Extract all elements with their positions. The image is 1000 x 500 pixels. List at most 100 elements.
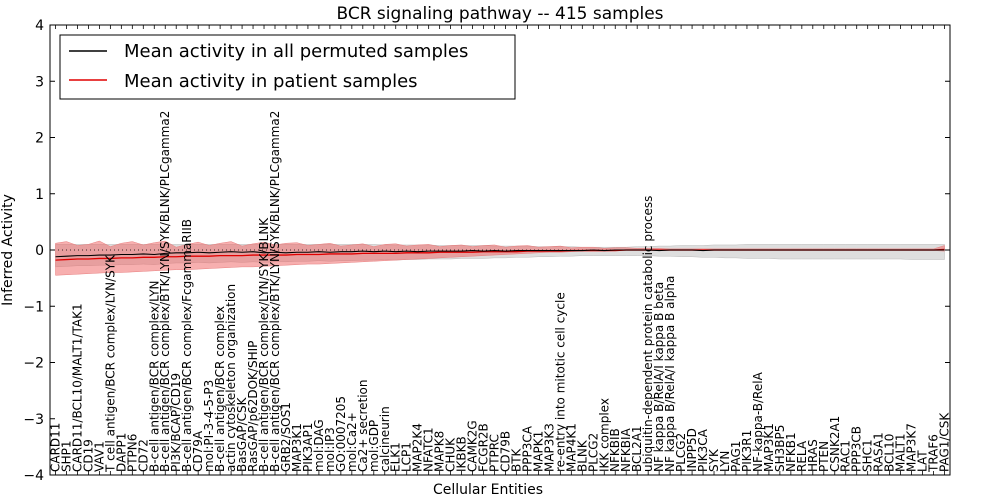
y-tick-label: −2 [23,356,44,372]
x-axis-title: Cellular Entities [433,482,543,498]
category-label: mol:GDP [367,420,381,472]
category-label: B-cell antigen/BCR complex/BTK/LYN/SYK/B… [158,111,172,472]
category-label: BCL10 [883,434,897,472]
category-label: MAP3K1 [762,423,776,472]
category-label: GRB2/SOS1 [279,402,293,472]
category-label: PIK3R1 [740,430,754,472]
category-label: actin cytoskeleton organization [224,284,238,472]
category-label: MAPK1 [531,431,545,472]
category-label: BasGAP/CSK [235,396,249,472]
category-label: PTEN [817,441,831,472]
category-label: CARD11 [48,423,62,472]
category-label: FCGR2B [477,423,491,472]
category-label: CD72 [136,439,150,472]
category-label: PAG1 [729,441,743,472]
category-label: mol:PI-3-4-5-P3 [202,380,216,472]
y-tick-label: 2 [35,131,44,147]
category-label: INPP5D [685,428,699,472]
category-label: HRAS [806,439,820,472]
category-label: PTPRC [488,434,502,472]
category-label: PAG1/CSK [938,412,952,472]
category-label: ubiquitin-dependent protein catabolic pr… [641,196,655,472]
category-label: RasGAP/p62DOK/SHIP [246,341,260,472]
y-tick-label: 1 [35,187,44,203]
y-tick-label: −3 [23,412,44,428]
category-label: Ca2+ secretion [356,379,370,472]
category-label: PLCG2 [586,433,600,472]
category-label: RAC1 [839,440,853,472]
category-label: NFKBIA [619,427,633,472]
category-label: PPP3CB [850,426,864,472]
category-label: mol:Ca2+ [345,412,359,472]
category-label: CD19 [81,439,95,472]
category-label: T cell antigen/BCR complex/LYN/SYK [103,254,117,473]
chart-title: BCR signaling pathway -- 415 samples [336,4,663,24]
category-label: LAT [916,450,930,472]
category-label: B-cell antigen/BCR complex/BTK/LYN/SYK/B… [268,111,282,472]
category-label: LCP1 [400,442,414,472]
category-label: PPP3CA [520,425,534,472]
y-tick-label: −1 [23,299,44,315]
legend-label-permuted: Mean activity in all permuted samples [124,41,468,62]
category-label: MALT1 [894,433,908,472]
category-label: CHUK [444,437,458,472]
category-label: ELK1 [389,442,403,472]
category-label: IKBKB [455,436,469,472]
category-label: B-cell antigen/BCR complex/LYN/SYK/BLNK [257,217,271,472]
line-permuted [55,249,945,258]
category-label: BCL2A1 [630,425,644,472]
legend-box [59,34,516,100]
category-label: PTPN6 [125,434,139,472]
category-label: CD79A [191,430,205,472]
legend: Mean activity in all permuted samples Me… [59,34,516,100]
y-tick-label: 4 [35,18,44,34]
category-label: NF kappa B/RelA/I kappa B beta [652,282,666,472]
category-label: B-cell antigen/BCR complex/LYN [147,280,161,472]
category-label: VAV1 [92,441,106,472]
category-label: SYK [707,448,721,472]
category-label: SHP1 [59,440,73,472]
category-label: DAPP1 [114,433,128,472]
y-tick-label: 0 [35,243,44,259]
category-label: BLNK [575,439,589,472]
category-label: SH3BP5 [773,425,787,472]
y-axis-title: Inferred Activity [0,194,16,306]
category-label: NFATC1 [422,427,436,472]
category-label: PI3K/BCAP/CD19 [169,373,183,472]
category-label: CD79B [498,431,512,472]
category-label: mol:IP3 [323,427,337,472]
category-label: NFKBIB [608,428,622,472]
category-label: B-cell antigen/BCR complex [213,306,227,472]
category-label: PIK3AP1 [301,423,315,472]
category-label: mol:DAG [312,419,326,472]
category-label: PIK3CA [696,428,710,472]
category-label: TRAF6 [927,434,941,473]
category-label: RASA1 [872,432,886,472]
plot-area: −4 −3 −2 −1 0 1 2 3 4 CARD11SHP1CARD11/BCL10/MALT… [23,18,951,484]
category-label: MAP3K1 [290,423,304,472]
legend-label-patient: Mean activity in patient samples [124,71,418,92]
category-label: LYN [718,451,732,472]
category-label: IKK complex [597,398,611,472]
category-label: MAPK8 [433,431,447,472]
category-label: NF-kappa-B/RelA [751,371,765,472]
category-label: MAP4K1 [564,423,578,472]
category-label: SHC1 [861,439,875,472]
category-label: B-cell antigen/BCR complex/FcgammaRIIB [180,219,194,472]
category-label: PLCG2 [674,433,688,472]
category-label: NF kappa B/RelA/I kappa B alpha [663,276,677,472]
category-label: calcineurin [378,406,392,472]
category-label: CAMK2G [466,420,480,472]
category-label: RELA [795,440,809,472]
category-label: CSNK2A1 [828,416,842,472]
category-label: re-entry into mitotic cell cycle [553,292,567,472]
category-label: CARD11/BCL10/MALT1/TAK1 [70,303,84,472]
category-label: MAP3K7 [905,423,919,472]
category-label: GO:0007205 [334,396,348,472]
category-label: MAP2K4 [411,423,425,472]
category-label: NFKB1 [784,432,798,472]
category-label: BTK [509,447,523,472]
y-tick-label: −4 [23,468,44,484]
y-tick-label: 3 [35,74,44,90]
